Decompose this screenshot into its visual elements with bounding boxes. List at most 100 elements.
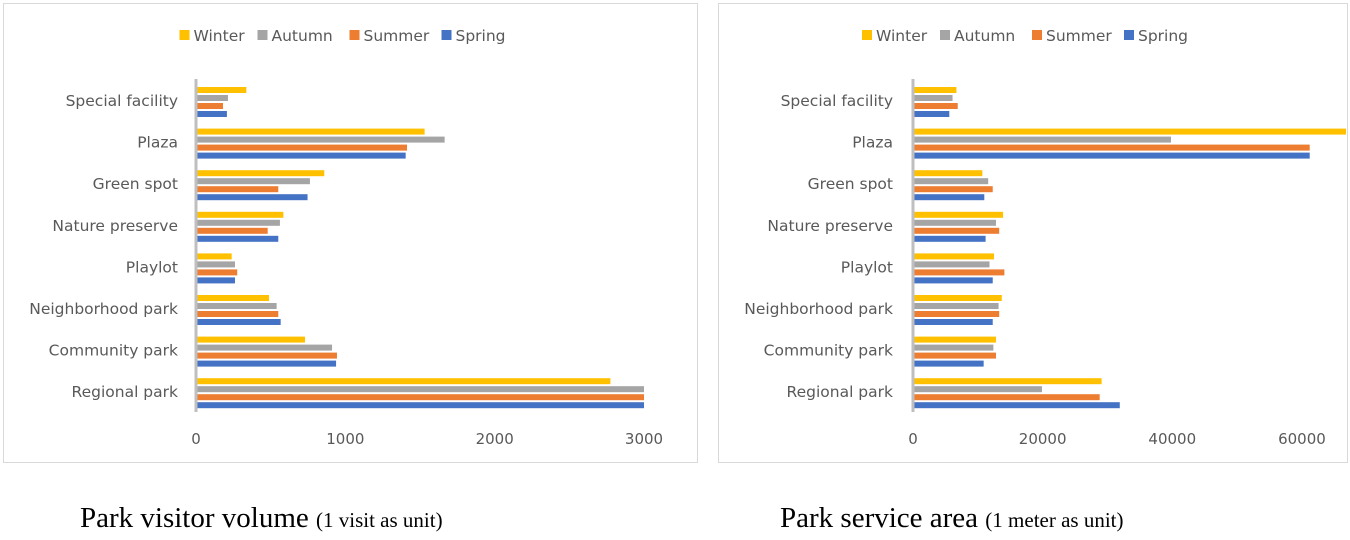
legend-label-summer: Summer	[364, 27, 430, 45]
legend-label-winter: Winter	[194, 27, 246, 45]
bar-summer	[196, 311, 279, 317]
bar-summer	[196, 269, 238, 276]
category-label: Green spot	[808, 175, 893, 193]
bar-winter	[913, 211, 1004, 218]
bar-spring	[913, 360, 984, 367]
bar-spring	[913, 194, 985, 201]
category-label: Nature preserve	[52, 217, 178, 235]
bar-winter	[196, 87, 247, 93]
x-tick-label: 2000	[476, 430, 514, 448]
bar-spring	[913, 111, 950, 117]
category-label: Community park	[764, 342, 893, 360]
bar-summer	[913, 186, 993, 193]
category-label: Neighborhood park	[29, 300, 178, 318]
bar-summer	[196, 103, 224, 109]
bar-autumn	[913, 178, 989, 185]
x-tick-label: 60000	[1278, 430, 1326, 448]
bar-autumn	[913, 303, 999, 309]
bar-spring	[196, 194, 308, 201]
bar-autumn	[196, 136, 445, 143]
legend-swatch-spring	[1124, 30, 1134, 40]
category-label: Neighborhood park	[744, 300, 893, 318]
bar-winter	[913, 87, 957, 93]
caption-service-area: Park service area (1 meter as unit)	[780, 502, 1124, 535]
bar-summer	[913, 227, 1000, 234]
bar-autumn	[913, 261, 990, 268]
x-tick-label: 40000	[1148, 430, 1196, 448]
bar-spring	[913, 277, 993, 284]
category-label: Green spot	[93, 175, 178, 193]
bar-autumn	[196, 386, 644, 393]
bar-winter	[913, 128, 1346, 135]
legend-label-winter: Winter	[876, 27, 928, 45]
legend-swatch-spring	[441, 30, 452, 40]
legend-label-spring: Spring	[456, 27, 506, 45]
bar-winter	[196, 128, 425, 135]
category-label: Plaza	[137, 134, 178, 152]
legend-label-summer: Summer	[1046, 27, 1112, 45]
bar-spring	[196, 235, 279, 242]
x-tick-label: 3000	[625, 430, 663, 448]
bar-autumn	[196, 303, 277, 309]
chart-svg: Winter Autumn Summer Spring Special facility…	[744, 27, 1346, 448]
bar-summer	[196, 144, 408, 151]
bar-winter	[913, 170, 983, 177]
bar-winter	[196, 295, 270, 301]
bar-summer	[196, 352, 337, 359]
bar-winter	[196, 170, 325, 177]
bar-spring	[196, 277, 235, 284]
bar-summer	[913, 394, 1100, 401]
legend-swatch-winter	[862, 30, 872, 40]
bar-spring	[196, 152, 406, 159]
bar-winter	[913, 336, 996, 343]
chart-service-area: Winter Autumn Summer Spring Special facility…	[718, 3, 1348, 463]
caption-unit: (1 visit as unit)	[316, 508, 443, 532]
category-label: Special facility	[781, 92, 893, 110]
bar-summer	[913, 144, 1310, 151]
x-tick-label: 0	[191, 430, 201, 448]
legend-label-autumn: Autumn	[272, 27, 333, 45]
bar-autumn	[196, 261, 235, 268]
bar-spring	[196, 319, 281, 325]
bar-spring	[196, 360, 337, 367]
bar-summer	[913, 352, 996, 359]
category-label: Plaza	[852, 134, 893, 152]
category-label: Regional park	[72, 383, 179, 401]
bar-summer	[913, 269, 1005, 276]
bar-spring	[913, 235, 986, 242]
legend-swatch-winter	[179, 30, 190, 40]
bar-winter	[196, 253, 232, 260]
category-label: Special facility	[66, 92, 178, 110]
bar-autumn	[196, 95, 228, 101]
legend-label-spring: Spring	[1138, 27, 1188, 45]
bar-autumn	[913, 95, 953, 101]
bar-autumn	[196, 219, 280, 226]
bar-spring	[196, 111, 227, 117]
category-label: Community park	[49, 342, 178, 360]
bar-spring	[913, 152, 1310, 159]
caption-main: Park service area	[780, 502, 979, 534]
bar-summer	[196, 186, 279, 193]
chart-svg: Winter Autumn Summer Spring Special facility…	[29, 27, 663, 448]
caption-main: Park visitor volume	[80, 502, 309, 534]
bar-autumn	[196, 344, 333, 351]
bar-winter	[913, 253, 995, 260]
bar-spring	[196, 402, 644, 409]
x-tick-label: 1000	[326, 430, 364, 448]
bar-winter	[196, 378, 611, 385]
bar-autumn	[196, 178, 310, 185]
category-label: Playlot	[126, 258, 178, 276]
bar-winter	[196, 211, 284, 218]
legend-swatch-summer	[349, 30, 360, 40]
bar-winter	[196, 336, 306, 343]
category-label: Nature preserve	[767, 217, 893, 235]
bar-winter	[913, 295, 1002, 301]
bar-summer	[196, 394, 644, 401]
legend-label-autumn: Autumn	[954, 27, 1015, 45]
legend-swatch-summer	[1032, 30, 1042, 40]
bar-summer	[913, 311, 1000, 317]
bar-autumn	[913, 219, 996, 226]
x-tick-label: 0	[908, 430, 918, 448]
chart-visitor-volume: Winter Autumn Summer Spring Special facility…	[3, 3, 698, 463]
bar-summer	[196, 227, 268, 234]
